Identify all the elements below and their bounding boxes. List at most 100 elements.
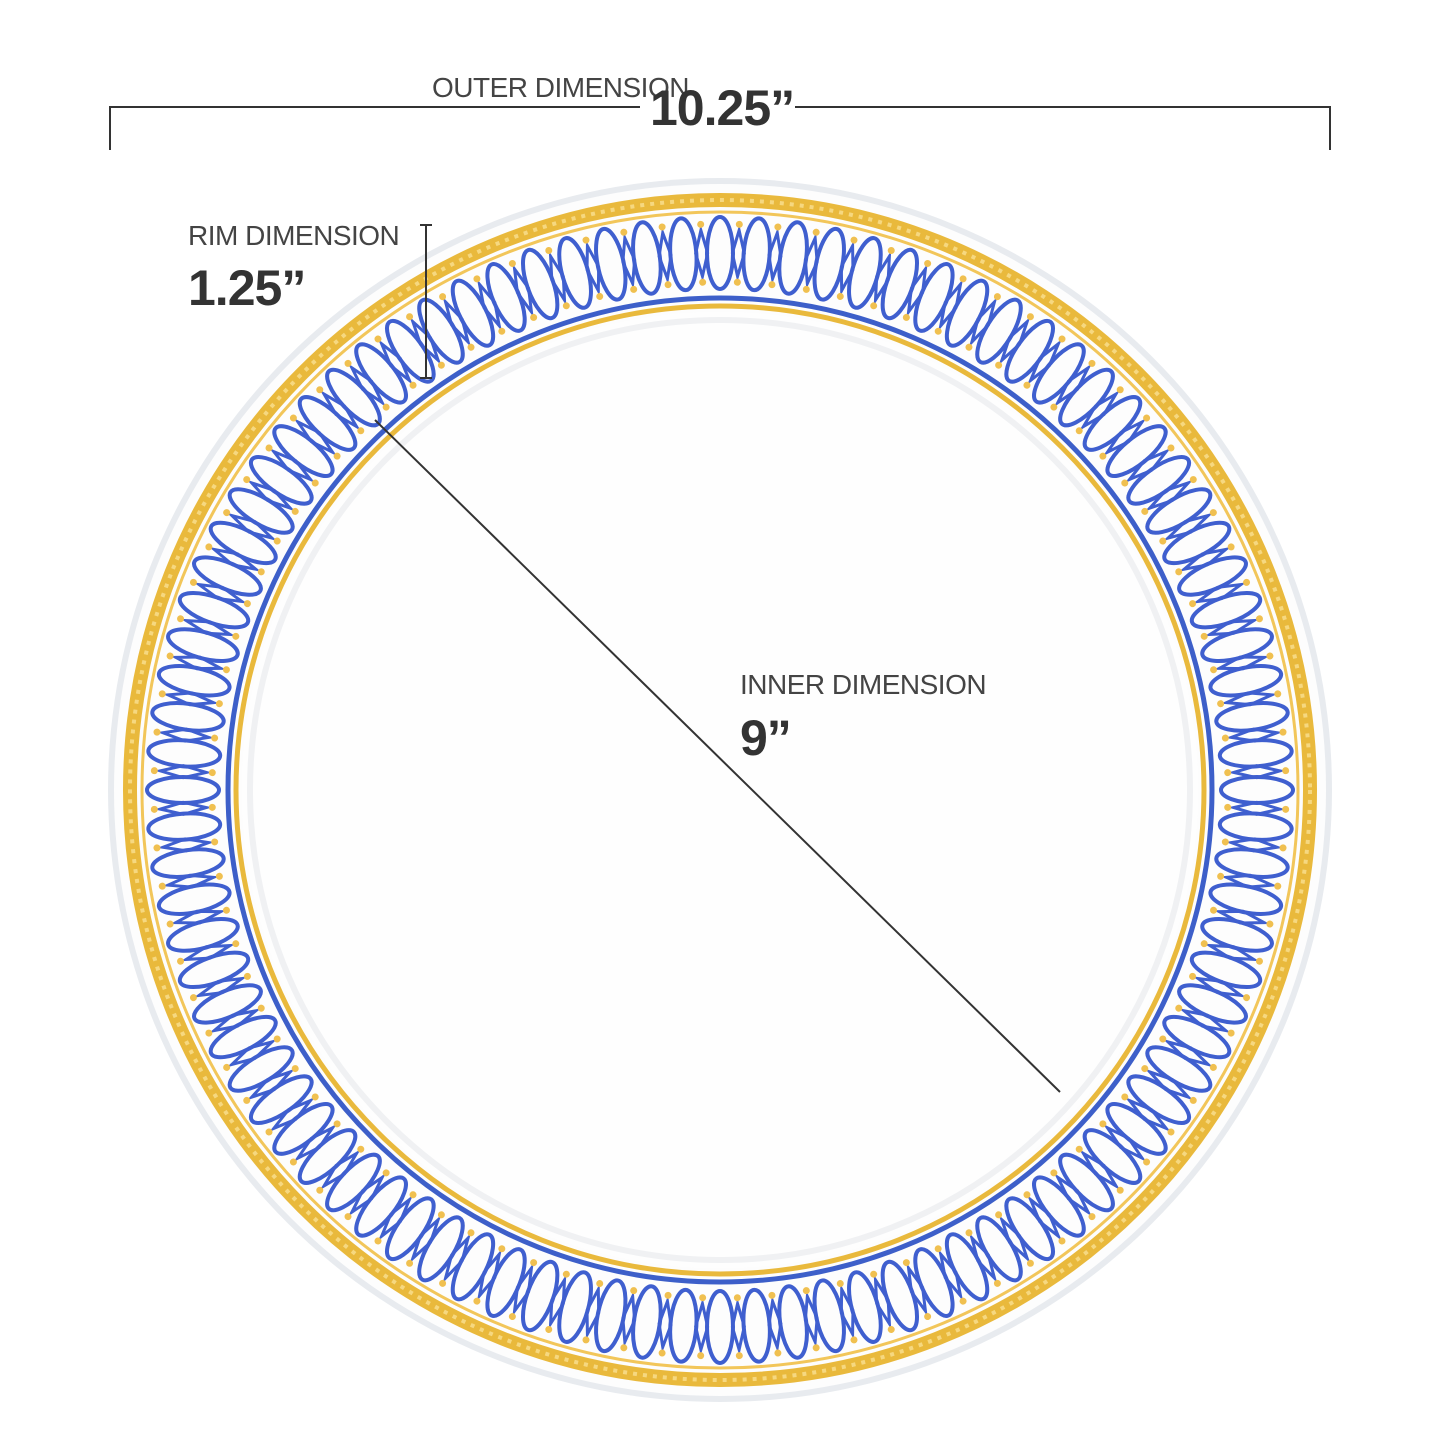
rim-dot [289,1158,297,1166]
rim-dot [208,769,216,777]
rim-dot [545,1325,553,1333]
rim-dot [735,1352,743,1360]
rim-dot [291,1065,299,1073]
rim-dot [232,632,240,640]
rim-dot [150,767,158,775]
rim-dot [768,1291,776,1299]
rim-dot [850,1336,858,1344]
rim-dot [153,844,161,852]
rim-dot [596,292,604,300]
rim-dot [243,972,251,980]
rim-dot [1266,652,1274,660]
rim-dot [273,1035,281,1043]
rim-dot [1266,920,1274,928]
rim-dot [243,476,251,484]
rim-dot [1209,1063,1217,1071]
rim-dot [1099,452,1107,460]
rim-dot [664,1291,672,1299]
rim-dot [1274,690,1282,698]
rim-dot [439,293,447,301]
gold-edge-texture [128,198,1312,1382]
rim-dot [289,414,297,422]
rim-dot [902,313,910,321]
rim-dot [1167,444,1175,452]
rim-dot [223,1063,231,1071]
rim-dot [406,1259,414,1267]
rim-dot [498,1245,506,1253]
rim-dot [205,543,213,551]
rim-dot [1243,994,1251,1002]
rim-dot [1159,537,1167,545]
rim-dot [467,1229,475,1237]
rim-dot [934,327,942,335]
inner-label: INNER DIMENSION [740,669,986,700]
rim-dot [473,275,481,283]
rim-dot [530,313,538,321]
rim-dot [562,302,570,310]
rim-dot [1224,769,1232,777]
rim-dot [177,615,185,623]
rim-dot [508,1313,516,1321]
rim-dot [166,652,174,660]
rim-dot [924,259,932,267]
rim-dot [630,285,638,293]
rim-dot [1050,403,1058,411]
rim-dot [924,1313,932,1321]
rim-dot [409,1191,417,1199]
rim-dot [1200,940,1208,948]
rim-dot [735,220,743,228]
inner-line [374,419,1061,1093]
rim-dot [812,1344,820,1352]
rim-dot [1221,838,1229,846]
rim-dot [582,1336,590,1344]
inner-value: 9” [740,710,791,766]
rim-dot [1058,1237,1066,1245]
rim-dot [333,1120,341,1128]
rim-dot [316,1186,324,1194]
rim-dot [768,281,776,289]
rim-dot [498,327,506,335]
rim-dot [1274,882,1282,890]
rim-dot [1121,1093,1129,1101]
rim-dot [1221,734,1229,742]
rim-dot [582,236,590,244]
rim-dot [222,906,230,914]
rim-dot [437,361,445,369]
rim-dot [959,275,967,283]
rim-dot [1175,1004,1183,1012]
rim-dot [995,361,1003,369]
rim-dot [1189,600,1197,608]
rim-dot [630,1287,638,1295]
rim-dot [153,728,161,736]
rim-dot [473,1297,481,1305]
rim-dot [150,805,158,813]
rim-dot [374,1237,382,1245]
rim-dot [1282,767,1290,775]
rim-dot [733,1294,741,1302]
rim-dot [1279,844,1287,852]
rim-dot [1243,578,1251,586]
rim-dot [596,1280,604,1288]
rim-dot [223,509,231,517]
rim-dot [1189,476,1197,484]
rim-dot [1141,507,1149,515]
rim-dot [437,1211,445,1219]
rim-dot [774,1349,782,1357]
rim-dot [658,223,666,231]
rim-dot [1023,381,1031,389]
rim-dot [273,537,281,545]
rim-dot [1217,872,1225,880]
rim-dot [1209,509,1217,517]
rim-dot [311,479,319,487]
rim-dot [508,259,516,267]
rim-dot [1116,1186,1124,1194]
rim-dot [344,1213,352,1221]
rim-dot [243,600,251,608]
rim-dot [733,278,741,286]
rim-dot [1075,427,1083,435]
rim-dot [1167,1128,1175,1136]
rim-dot [620,228,628,236]
rim-dot [545,247,553,255]
rim-dot [1026,1259,1034,1267]
